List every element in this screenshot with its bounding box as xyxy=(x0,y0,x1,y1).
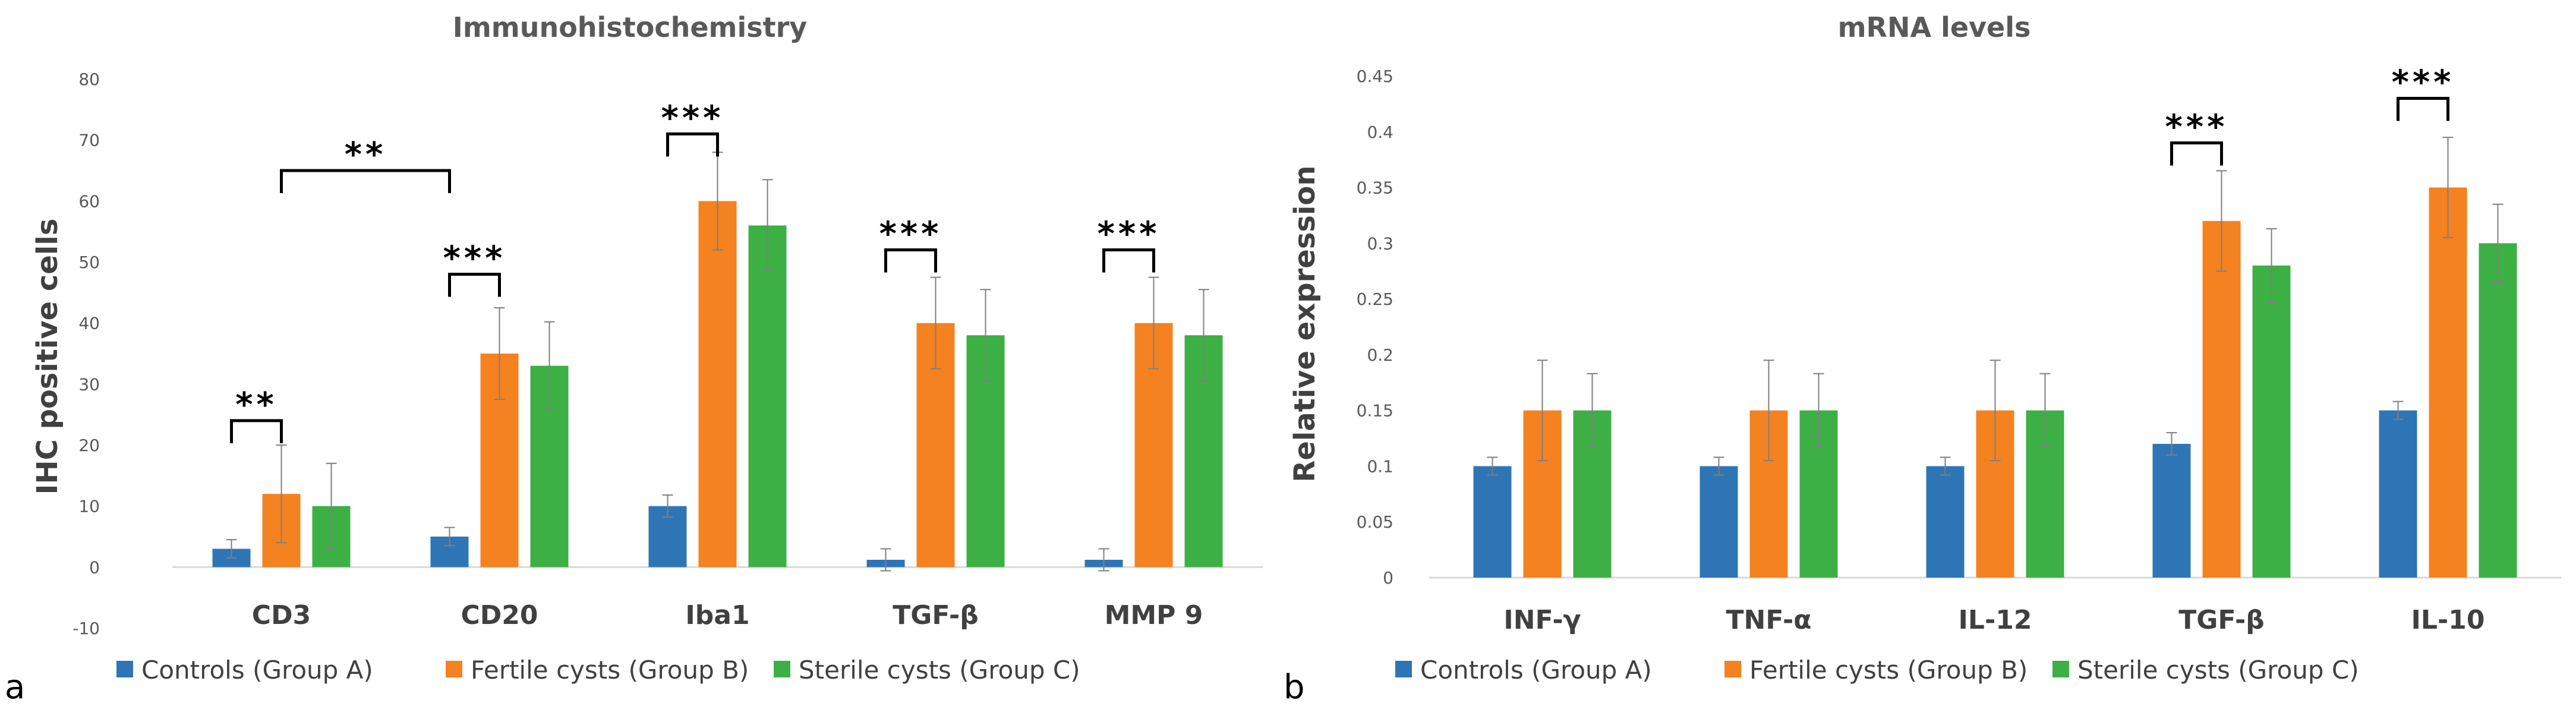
x-tick-label: Iba1 xyxy=(685,600,749,630)
legend-b: Controls (Group A) Fertile cysts (Group B… xyxy=(1395,655,2359,685)
y-axis-label-b: Relative expression xyxy=(1288,165,1322,482)
y-tick-label: 0.45 xyxy=(1357,67,1393,86)
significance-stars: ** xyxy=(235,386,278,424)
error-bars-a xyxy=(226,152,1209,572)
axes-b: 0 0.05 0.1 0.15 0.2 0.25 0.3 0.35 0.4 0.45 INF-γ TN… xyxy=(1357,67,2561,635)
y-tick-label: 80 xyxy=(78,70,100,89)
error-bars-b xyxy=(1487,137,2504,476)
x-tick-label: MMP 9 xyxy=(1105,600,1203,630)
legend-label-sterile: Sterile cysts (Group C) xyxy=(2077,655,2359,685)
legend-label-controls: Controls (Group A) xyxy=(1420,655,1652,685)
y-axis-label-a: IHC positive cells xyxy=(31,219,64,495)
x-tick-label: TNF-α xyxy=(1726,605,1811,635)
significance-stars: *** xyxy=(2392,64,2455,102)
y-tick-label: 0.35 xyxy=(1357,178,1393,198)
chart-panel-b: mRNA levels Relative expression b 00.050… xyxy=(1284,11,2561,707)
significance-bracket xyxy=(2397,97,2449,121)
chart-title-b: mRNA levels xyxy=(1838,11,2031,43)
x-tick-label: CD20 xyxy=(461,600,538,630)
bar-controls[interactable] xyxy=(1473,466,1512,578)
x-tick-label: IL-10 xyxy=(2411,605,2485,635)
significance-bracket xyxy=(1102,248,1155,273)
significance-stars: *** xyxy=(1098,215,1161,253)
legend-swatch-controls xyxy=(1395,661,1412,677)
significance-annotations-b: *** *** xyxy=(2165,64,2455,166)
y-tick-label: 0 xyxy=(1383,568,1393,588)
bar-fertile[interactable] xyxy=(2202,220,2241,578)
legend-label-sterile: Sterile cysts (Group C) xyxy=(799,655,1080,685)
significance-stars: *** xyxy=(879,215,942,253)
legend-a: Controls (Group A) Fertile cysts (Group B… xyxy=(116,655,1080,685)
axes-a: -10 0 10 20 30 40 50 60 70 80 CD3 CD20 Iba1 TGF-β MMP … xyxy=(72,70,1263,638)
y-tick-label: 0.3 xyxy=(1367,234,1393,253)
significance-bracket xyxy=(230,419,283,443)
significance-stars: *** xyxy=(661,99,724,137)
legend-swatch-sterile xyxy=(774,661,790,677)
legend-swatch-controls xyxy=(116,661,133,677)
y-tick-label: 10 xyxy=(78,497,100,516)
y-tick-label: 0.05 xyxy=(1357,512,1393,532)
significance-bracket xyxy=(666,132,719,157)
panel-letter-a: a xyxy=(5,668,25,707)
significance-annotations-a: ************* *** xyxy=(230,99,1161,443)
y-tick-label: -10 xyxy=(72,619,100,638)
bar-controls[interactable] xyxy=(2379,410,2417,578)
panel-letter-b: b xyxy=(1284,668,1305,707)
significance-bracket xyxy=(280,169,451,193)
legend-label-fertile: Fertile cysts (Group B) xyxy=(1749,655,2028,685)
chart-title-a: Immunohistochemistry xyxy=(453,11,808,43)
x-tick-label: INF-γ xyxy=(1503,605,1581,635)
y-tick-label: 70 xyxy=(78,131,100,150)
y-tick-label: 0 xyxy=(89,557,100,577)
y-tick-label: 0.2 xyxy=(1367,345,1393,365)
bar-controls[interactable] xyxy=(1700,466,1738,578)
significance-stars: ** xyxy=(345,135,387,174)
bars-b xyxy=(1473,187,2517,578)
significance-stars: *** xyxy=(443,239,506,278)
y-tick-label: 0.25 xyxy=(1357,289,1393,309)
bar-sterile[interactable] xyxy=(2479,243,2517,578)
y-tick-label: 0.15 xyxy=(1357,401,1393,421)
x-tick-label: TGF-β xyxy=(893,600,979,630)
bar-sterile[interactable] xyxy=(748,225,787,567)
x-tick-label: TGF-β xyxy=(2178,605,2265,635)
legend-label-controls: Controls (Group A) xyxy=(141,655,373,685)
x-tick-label: IL-12 xyxy=(1959,605,2032,635)
y-tick-label: 30 xyxy=(78,374,100,394)
y-tick-label: 60 xyxy=(78,191,100,211)
bars-a xyxy=(212,201,1223,567)
y-tick-label: 50 xyxy=(78,253,100,272)
y-tick-label: 20 xyxy=(78,436,100,455)
x-tick-label: CD3 xyxy=(252,600,311,630)
bar-fertile[interactable] xyxy=(698,201,737,567)
bar-controls[interactable] xyxy=(2152,443,2191,578)
significance-bracket xyxy=(2170,141,2223,166)
significance-bracket xyxy=(448,273,501,297)
legend-swatch-fertile xyxy=(1724,661,1741,677)
y-tick-label: 0.1 xyxy=(1367,456,1393,476)
significance-bracket xyxy=(884,248,937,273)
significance-stars: *** xyxy=(2165,108,2228,147)
bar-controls[interactable] xyxy=(1926,466,1965,578)
bar-sterile[interactable] xyxy=(2252,265,2291,578)
legend-swatch-fertile xyxy=(446,661,462,677)
y-tick-label: 40 xyxy=(78,314,100,333)
bar-fertile[interactable] xyxy=(2429,187,2467,578)
legend-swatch-sterile xyxy=(2052,661,2069,677)
y-tick-label: 0.4 xyxy=(1367,122,1393,142)
chart-panel-a: Immunohistochemistry IHC positive cells … xyxy=(5,11,1263,707)
legend-label-fertile: Fertile cysts (Group B) xyxy=(471,655,749,685)
